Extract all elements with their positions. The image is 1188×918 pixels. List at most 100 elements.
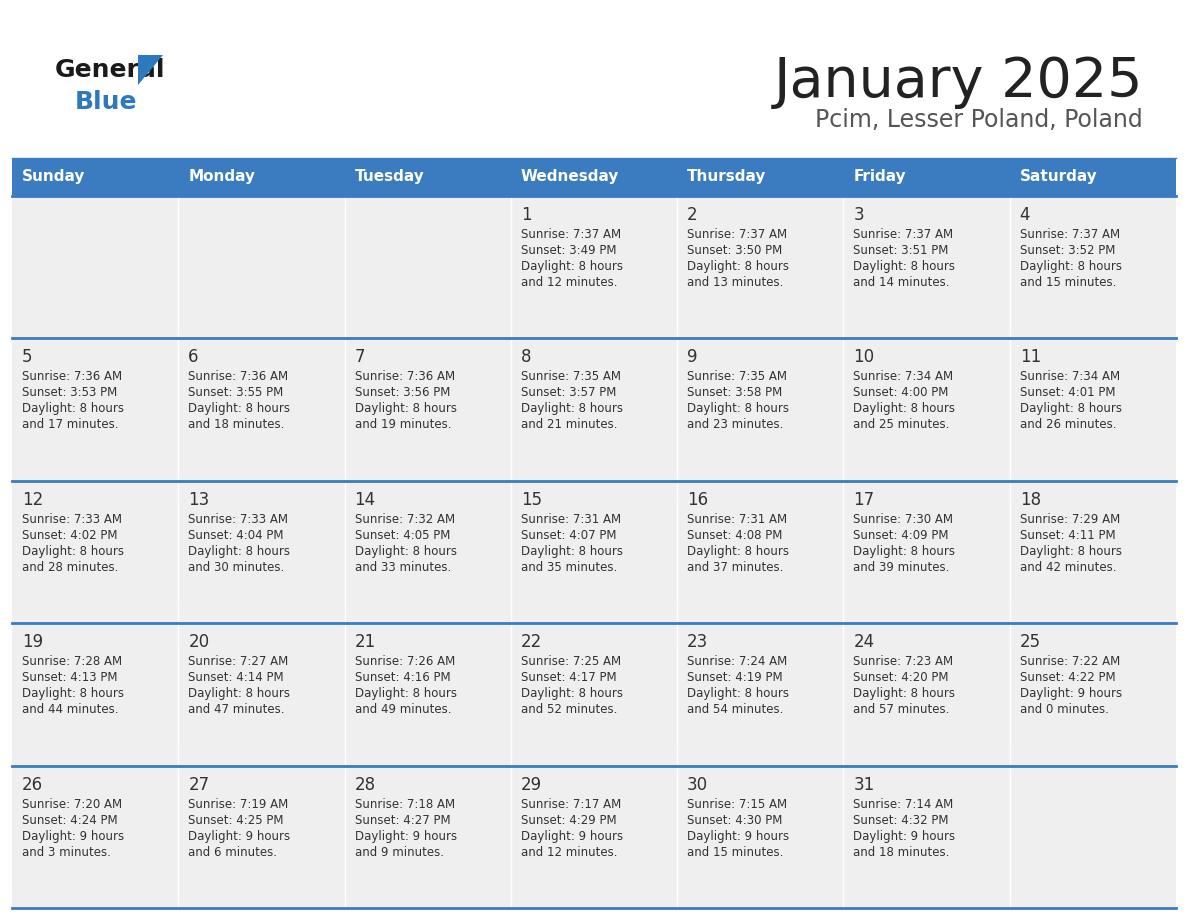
Bar	[12, 623, 178, 766]
Bar	[178, 481, 345, 623]
Bar	[1010, 339, 1176, 481]
Text: 9: 9	[687, 349, 697, 366]
Text: Daylight: 9 hours: Daylight: 9 hours	[520, 830, 623, 843]
Text: 30: 30	[687, 776, 708, 793]
Text: Thursday: Thursday	[687, 170, 766, 185]
Text: Daylight: 8 hours: Daylight: 8 hours	[853, 260, 955, 273]
Text: Tuesday: Tuesday	[354, 170, 424, 185]
Bar	[677, 766, 843, 908]
Text: Daylight: 8 hours: Daylight: 8 hours	[23, 402, 124, 416]
Text: and 35 minutes.: and 35 minutes.	[520, 561, 617, 574]
Text: Sunrise: 7:37 AM: Sunrise: 7:37 AM	[520, 228, 621, 241]
Text: and 37 minutes.: and 37 minutes.	[687, 561, 784, 574]
Text: Sunset: 4:20 PM: Sunset: 4:20 PM	[853, 671, 949, 684]
Text: Sunrise: 7:22 AM: Sunrise: 7:22 AM	[1019, 655, 1120, 668]
Text: Wednesday: Wednesday	[520, 170, 619, 185]
Text: 6: 6	[188, 349, 198, 366]
Text: Sunrise: 7:37 AM: Sunrise: 7:37 AM	[687, 228, 788, 241]
Text: Sunset: 4:01 PM: Sunset: 4:01 PM	[1019, 386, 1116, 399]
Text: 13: 13	[188, 491, 209, 509]
Bar	[178, 623, 345, 766]
Bar	[345, 196, 511, 339]
Text: Daylight: 8 hours: Daylight: 8 hours	[1019, 260, 1121, 273]
Text: Sunset: 4:07 PM: Sunset: 4:07 PM	[520, 529, 617, 542]
Bar	[12, 481, 178, 623]
Bar	[1010, 623, 1176, 766]
Text: Sunrise: 7:34 AM: Sunrise: 7:34 AM	[853, 370, 954, 384]
Text: 31: 31	[853, 776, 874, 793]
Text: Sunset: 4:25 PM: Sunset: 4:25 PM	[188, 813, 284, 826]
Text: and 44 minutes.: and 44 minutes.	[23, 703, 119, 716]
Text: Daylight: 8 hours: Daylight: 8 hours	[354, 402, 456, 416]
Bar	[843, 623, 1010, 766]
Text: and 15 minutes.: and 15 minutes.	[1019, 276, 1116, 289]
Bar	[12, 339, 178, 481]
Text: Sunrise: 7:28 AM: Sunrise: 7:28 AM	[23, 655, 122, 668]
Bar	[677, 481, 843, 623]
Text: Daylight: 8 hours: Daylight: 8 hours	[853, 544, 955, 558]
Text: Daylight: 8 hours: Daylight: 8 hours	[354, 544, 456, 558]
Text: General: General	[55, 58, 165, 82]
Text: 8: 8	[520, 349, 531, 366]
Text: Sunset: 4:24 PM: Sunset: 4:24 PM	[23, 813, 118, 826]
Text: Daylight: 8 hours: Daylight: 8 hours	[188, 544, 290, 558]
Text: Sunrise: 7:37 AM: Sunrise: 7:37 AM	[853, 228, 954, 241]
Text: Sunset: 4:30 PM: Sunset: 4:30 PM	[687, 813, 783, 826]
Bar	[345, 623, 511, 766]
Text: 26: 26	[23, 776, 43, 793]
Text: 17: 17	[853, 491, 874, 509]
Bar	[345, 158, 511, 196]
Text: 29: 29	[520, 776, 542, 793]
Text: Sunrise: 7:19 AM: Sunrise: 7:19 AM	[188, 798, 289, 811]
Text: and 49 minutes.: and 49 minutes.	[354, 703, 451, 716]
Text: Sunrise: 7:17 AM: Sunrise: 7:17 AM	[520, 798, 621, 811]
Text: 4: 4	[1019, 206, 1030, 224]
Text: 14: 14	[354, 491, 375, 509]
Text: Daylight: 8 hours: Daylight: 8 hours	[23, 688, 124, 700]
Bar	[1010, 196, 1176, 339]
Bar	[677, 623, 843, 766]
Text: 27: 27	[188, 776, 209, 793]
Text: Sunrise: 7:23 AM: Sunrise: 7:23 AM	[853, 655, 954, 668]
Text: Sunset: 4:02 PM: Sunset: 4:02 PM	[23, 529, 118, 542]
Text: Sunrise: 7:20 AM: Sunrise: 7:20 AM	[23, 798, 122, 811]
Bar	[677, 158, 843, 196]
Text: and 14 minutes.: and 14 minutes.	[853, 276, 950, 289]
Text: 11: 11	[1019, 349, 1041, 366]
Bar	[178, 196, 345, 339]
Text: Daylight: 8 hours: Daylight: 8 hours	[687, 260, 789, 273]
Text: Daylight: 8 hours: Daylight: 8 hours	[1019, 544, 1121, 558]
Text: Sunday: Sunday	[23, 170, 86, 185]
Text: and 19 minutes.: and 19 minutes.	[354, 419, 451, 431]
Text: Sunrise: 7:18 AM: Sunrise: 7:18 AM	[354, 798, 455, 811]
Text: Sunset: 4:27 PM: Sunset: 4:27 PM	[354, 813, 450, 826]
Text: Sunrise: 7:36 AM: Sunrise: 7:36 AM	[188, 370, 289, 384]
Bar	[1010, 158, 1176, 196]
Text: Sunset: 4:32 PM: Sunset: 4:32 PM	[853, 813, 949, 826]
Text: 21: 21	[354, 633, 375, 651]
Text: Sunset: 3:53 PM: Sunset: 3:53 PM	[23, 386, 118, 399]
Text: Sunset: 4:05 PM: Sunset: 4:05 PM	[354, 529, 450, 542]
Text: Sunrise: 7:29 AM: Sunrise: 7:29 AM	[1019, 513, 1120, 526]
Text: 19: 19	[23, 633, 43, 651]
Text: Sunset: 4:00 PM: Sunset: 4:00 PM	[853, 386, 949, 399]
Text: and 42 minutes.: and 42 minutes.	[1019, 561, 1117, 574]
Bar	[178, 766, 345, 908]
Text: Sunset: 3:52 PM: Sunset: 3:52 PM	[1019, 244, 1116, 257]
Bar	[511, 196, 677, 339]
Text: 18: 18	[1019, 491, 1041, 509]
Text: Sunset: 4:11 PM: Sunset: 4:11 PM	[1019, 529, 1116, 542]
Text: Sunset: 3:57 PM: Sunset: 3:57 PM	[520, 386, 617, 399]
Text: Sunrise: 7:31 AM: Sunrise: 7:31 AM	[687, 513, 788, 526]
Text: Sunset: 4:14 PM: Sunset: 4:14 PM	[188, 671, 284, 684]
Text: and 12 minutes.: and 12 minutes.	[520, 845, 618, 858]
Text: Sunset: 4:19 PM: Sunset: 4:19 PM	[687, 671, 783, 684]
Text: Sunset: 3:58 PM: Sunset: 3:58 PM	[687, 386, 783, 399]
Text: Sunrise: 7:27 AM: Sunrise: 7:27 AM	[188, 655, 289, 668]
Bar	[511, 339, 677, 481]
Text: Sunset: 4:04 PM: Sunset: 4:04 PM	[188, 529, 284, 542]
Text: Sunrise: 7:36 AM: Sunrise: 7:36 AM	[23, 370, 122, 384]
Bar	[511, 158, 677, 196]
Bar	[178, 158, 345, 196]
Text: and 23 minutes.: and 23 minutes.	[687, 419, 784, 431]
